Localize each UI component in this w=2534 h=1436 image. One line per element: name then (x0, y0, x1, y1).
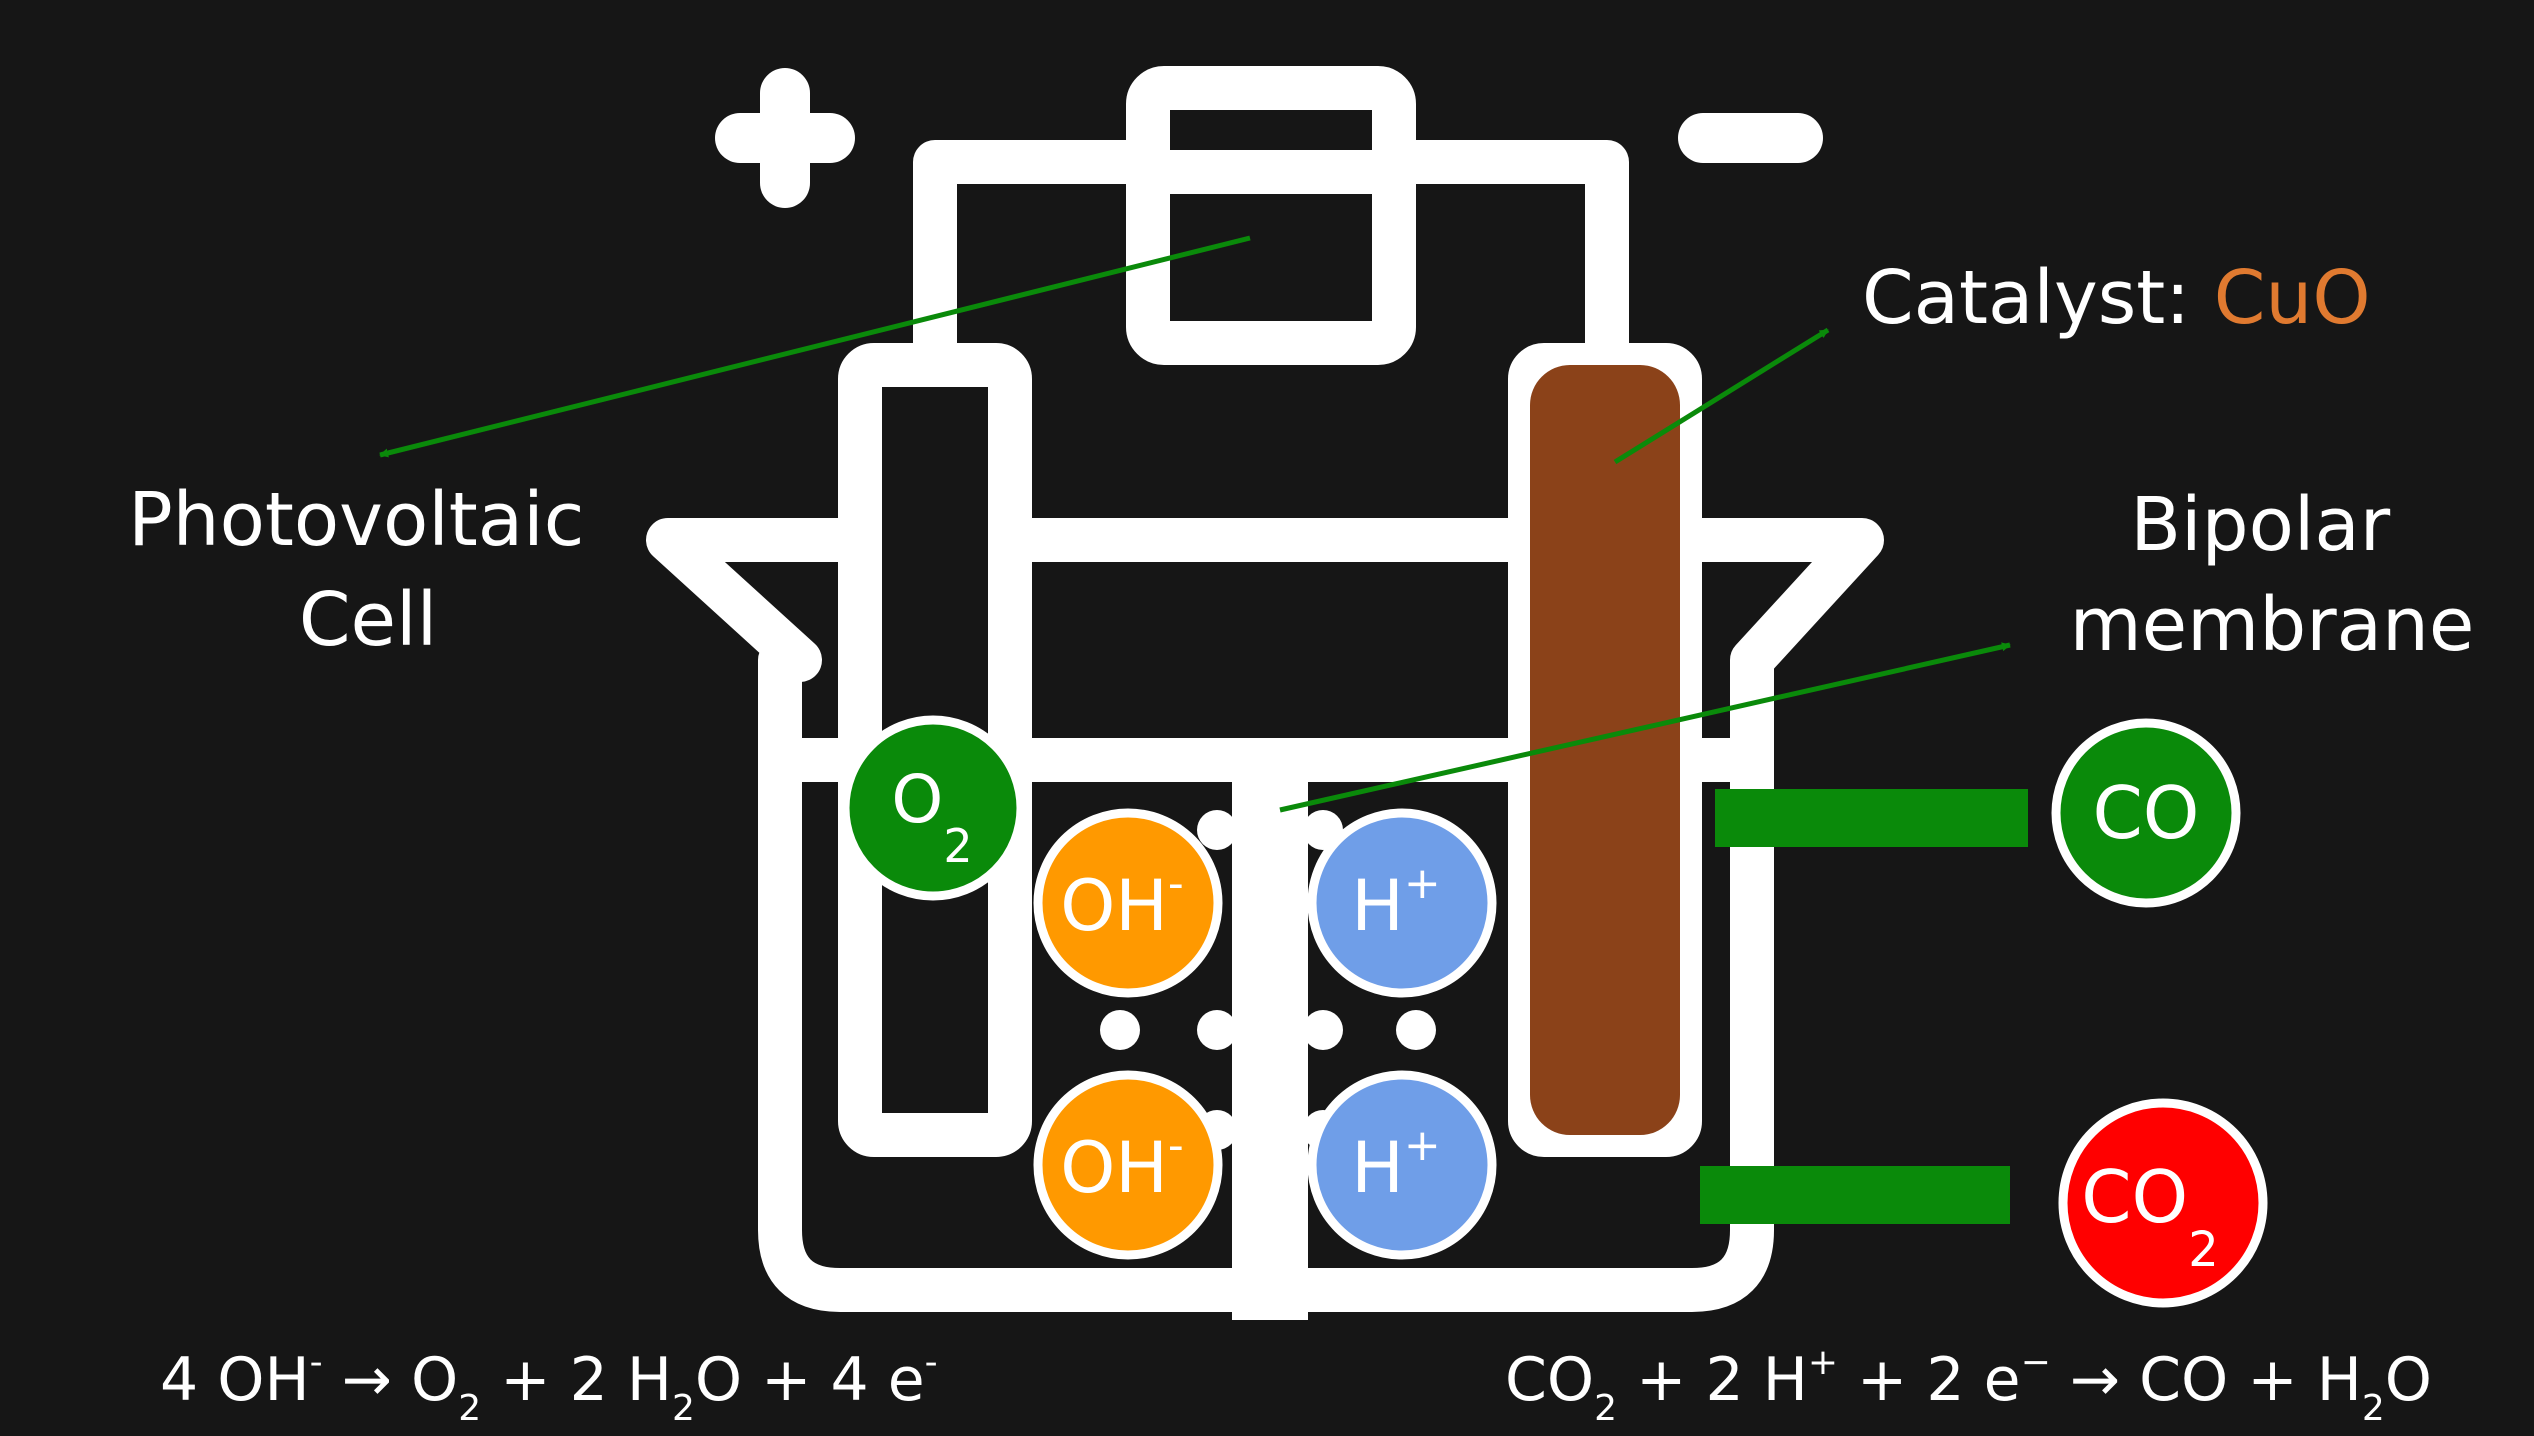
bipolar-membrane-label: Bipolar membrane (2070, 482, 2475, 668)
catalyst-label: Catalyst: CuO (1862, 255, 2371, 341)
svg-text:O2: O2 (891, 761, 972, 873)
o2-molecule: O2 (840, 715, 1026, 901)
membrane-pointer-arrow (1279, 642, 2011, 813)
photovoltaic-pointer-arrow (379, 235, 1251, 458)
cuo-catalyst-bar (1530, 365, 1680, 1135)
photovoltaic-cell (913, 66, 1629, 365)
svg-text:H+: H+ (1351, 858, 1441, 947)
svg-text:OH-: OH- (1060, 1120, 1184, 1209)
proton-ion: H+ (1307, 1070, 1497, 1260)
hydroxide-ion: OH- (1033, 1070, 1223, 1260)
bipolar-membrane (1100, 760, 1436, 1320)
hydroxide-ion: OH- (1033, 808, 1223, 998)
catalyst-pointer-arrow (1613, 327, 1830, 465)
anode-equation: 4 OH- → O2 + 2 H2O + 4 e- (160, 1342, 938, 1429)
svg-text:CO2: CO2 (2081, 1155, 2219, 1278)
plus-icon (715, 68, 855, 208)
minus-icon (1678, 113, 1823, 163)
svg-text:CO: CO (2093, 771, 2200, 855)
svg-text:OH-: OH- (1060, 858, 1184, 947)
co-molecule: CO (2051, 718, 2241, 908)
photovoltaic-cell-label: Photovoltaic Cell (128, 477, 608, 663)
cathode-equation: CO2 + 2 H+ + 2 e− → CO + H2O (1505, 1342, 2432, 1429)
proton-ion: H+ (1307, 808, 1497, 998)
co2-molecule: CO2 (2058, 1098, 2268, 1308)
svg-text:H+: H+ (1351, 1120, 1441, 1209)
